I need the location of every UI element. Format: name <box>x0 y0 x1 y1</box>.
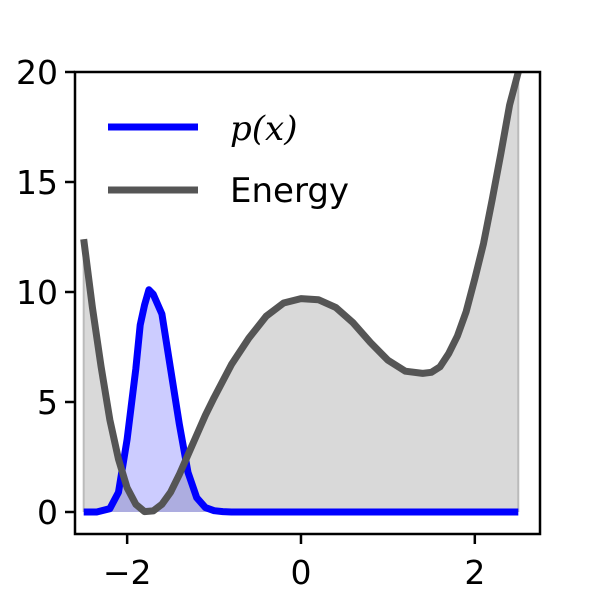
y-tick-label: 5 <box>37 383 58 422</box>
legend-label-energy: Energy <box>230 171 349 211</box>
series-fill-energy <box>83 72 519 512</box>
legend-label-p: p(x) <box>230 109 297 149</box>
x-tick-label: 0 <box>290 553 311 592</box>
y-tick-label: 10 <box>16 273 58 312</box>
plot-frame <box>73 70 542 536</box>
y-tick-label: 0 <box>37 493 58 532</box>
x-tick-label: 2 <box>464 553 485 592</box>
series-lines <box>80 71 522 516</box>
series-line-p <box>83 286 519 516</box>
x-tick-label: −2 <box>103 553 152 592</box>
y-axis-ticks: 0 5 10 15 20 <box>16 53 75 532</box>
y-tick-label: 20 <box>16 53 58 92</box>
series-line-energy <box>80 71 522 516</box>
x-axis-ticks: −2 0 2 <box>103 534 485 592</box>
legend: p(x) Energy <box>108 109 349 211</box>
y-tick-label: 15 <box>16 163 58 202</box>
